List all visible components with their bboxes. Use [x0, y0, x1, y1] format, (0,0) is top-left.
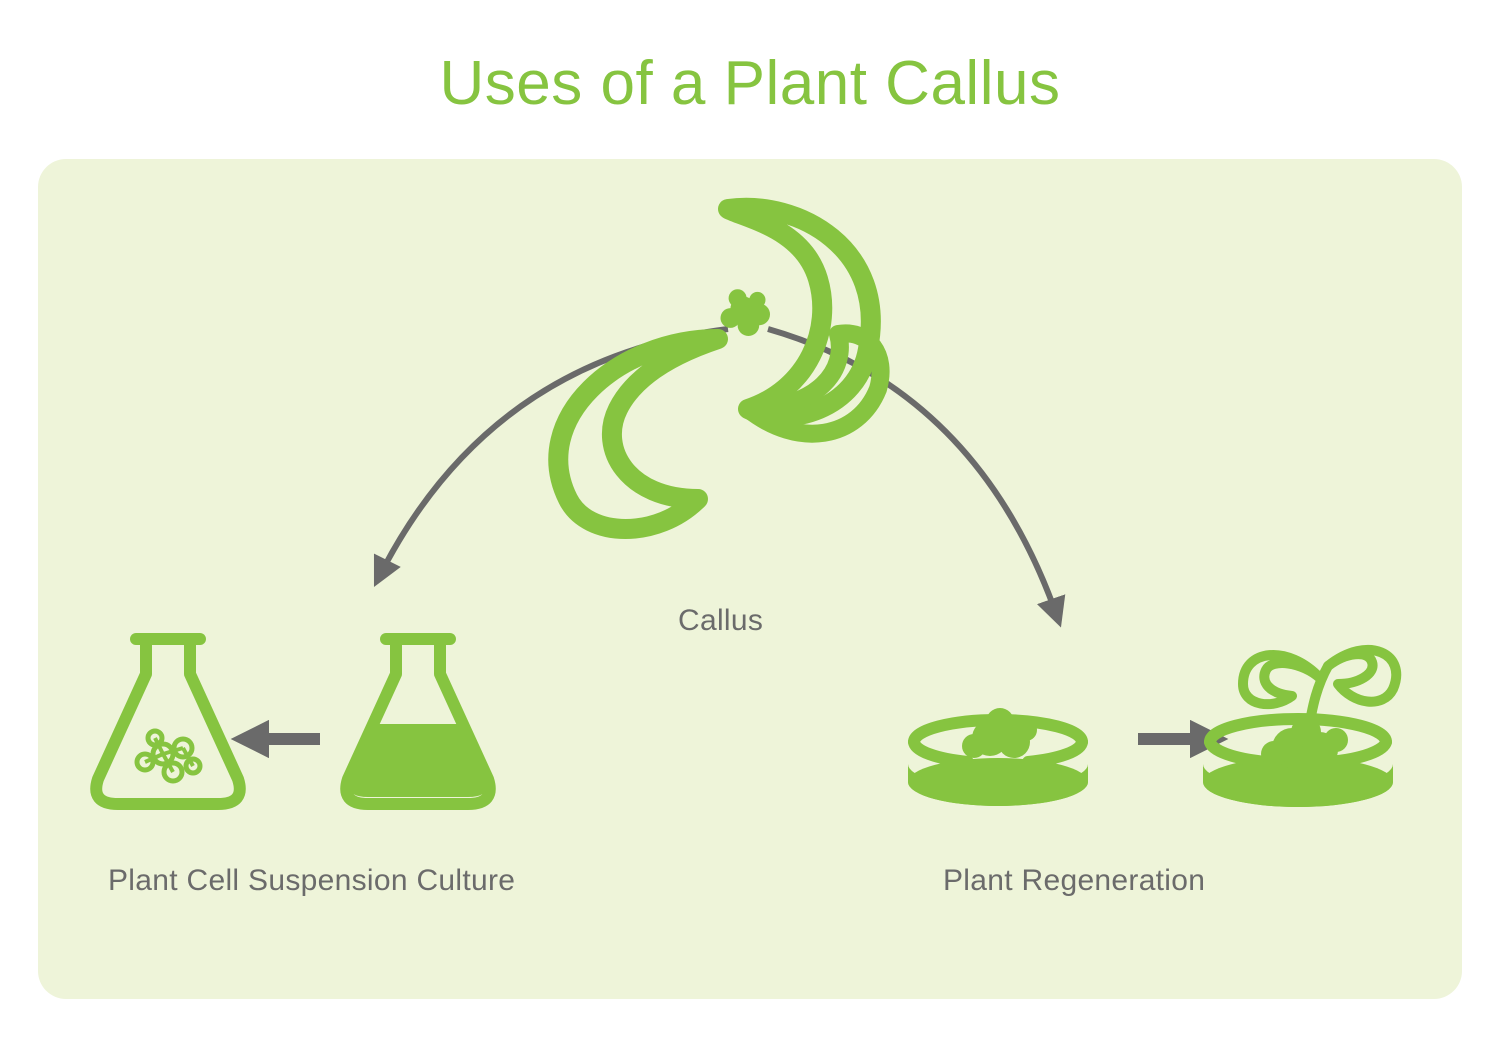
- page-title: Uses of a Plant Callus: [0, 0, 1500, 149]
- label-callus: Callus: [678, 604, 763, 638]
- flask-plain-icon: [346, 639, 490, 804]
- diagram-panel: Callus Plant Cell Suspension Culture Pla…: [38, 159, 1462, 999]
- dish-sprout-icon: [1203, 650, 1396, 807]
- flask-cells-icon: [96, 639, 240, 804]
- callus-icon: [558, 208, 880, 529]
- label-suspension-culture: Plant Cell Suspension Culture: [108, 864, 515, 898]
- label-regeneration: Plant Regeneration: [943, 864, 1205, 898]
- dish-callus-icon: [908, 708, 1088, 806]
